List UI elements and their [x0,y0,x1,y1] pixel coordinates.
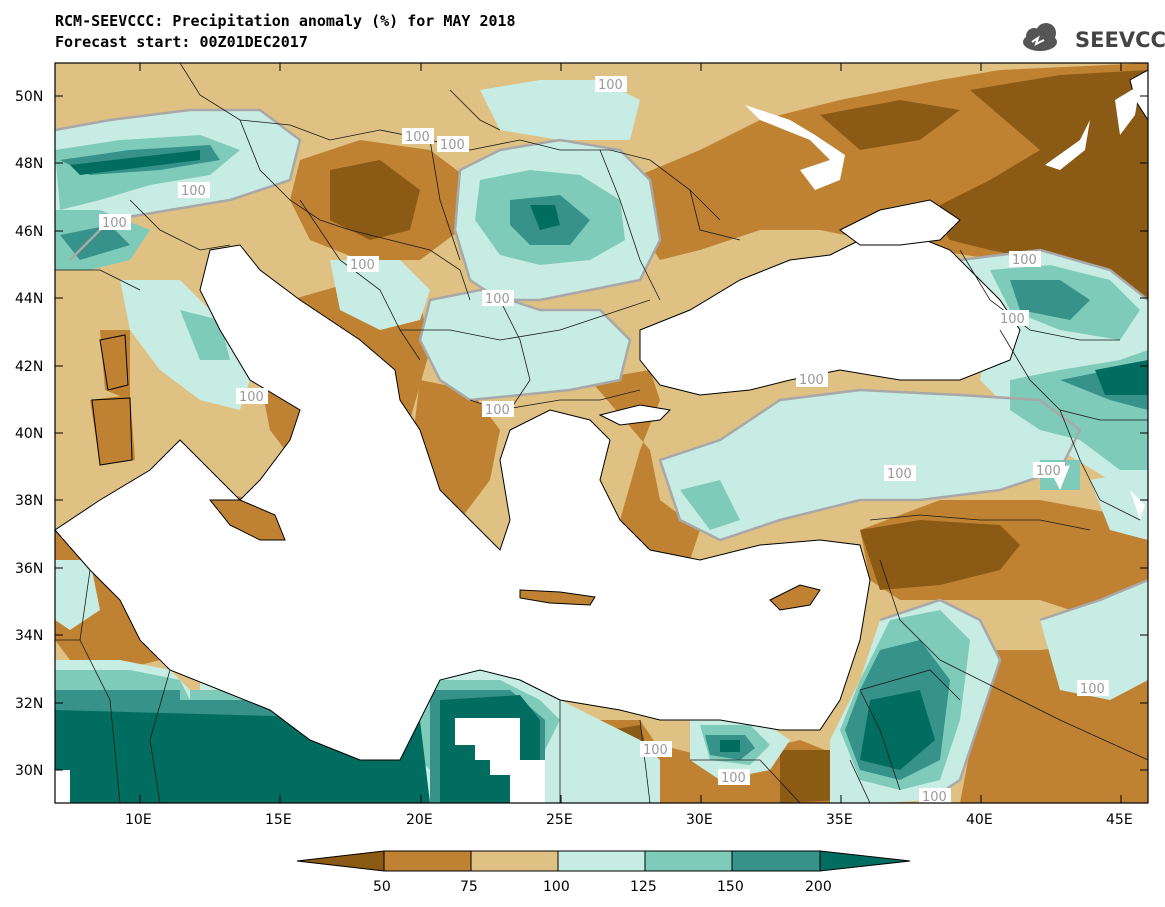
latitude-axis [55,95,1148,771]
cloud-logo-icon [1023,23,1057,51]
lat-label: 32N [15,696,43,712]
lat-label: 34N [15,628,43,644]
colorbar-label: 50 [373,879,391,895]
svg-text:100: 100 [1080,682,1105,697]
contour-label: 100 [178,182,210,199]
svg-text:100: 100 [887,467,912,482]
lat-label: 38N [15,493,43,509]
lat-label: 40N [15,426,43,442]
lat-label: 50N [15,89,43,105]
colorbar-segment [296,850,385,872]
colorbar [296,850,911,872]
svg-text:100: 100 [922,790,947,805]
longitude-labels: 10E 15E 20E 25E 30E 35E 40E 45E [125,812,1133,828]
svg-text:100: 100 [405,130,430,145]
contour-label: 100 [595,76,627,93]
lon-label: 10E [125,812,152,828]
svg-text:100: 100 [1036,464,1061,479]
colorbar-label: 125 [630,879,657,895]
colorbar-segment [731,850,821,872]
lat-label: 44N [15,291,43,307]
contour-label: 100 [347,256,379,273]
contour-label: 100 [1033,462,1065,479]
contour-label: 100 [482,290,514,307]
colorbar-segment [383,850,472,872]
colorbar-label: 75 [460,879,478,895]
map-title: RCM-SEEVCCC: Precipitation anomaly (%) f… [55,12,516,30]
contour-label: 100 [236,388,268,405]
contour-label: 100 [1009,251,1041,268]
longitude-axis [139,63,1122,803]
svg-text:100: 100 [1000,312,1025,327]
sea-areas [55,69,1148,761]
lon-label: 20E [406,812,433,828]
anomaly-field: 100 100 100 100 100 100 100 100 100 100 … [55,63,1148,805]
contour-label: 100 [718,769,750,786]
svg-text:100: 100 [350,258,375,273]
svg-text:100: 100 [643,743,668,758]
contour-labels: 100 100 100 100 100 100 100 100 100 100 … [99,76,1109,805]
lon-label: 30E [686,812,713,828]
svg-text:100: 100 [239,390,264,405]
forecast-start-subtitle: Forecast start: 00Z01DEC2017 [55,33,308,51]
colorbar-label: 100 [543,879,570,895]
contour-label: 100 [884,465,916,482]
svg-text:100: 100 [1012,253,1037,268]
lat-label: 36N [15,561,43,577]
country-borders [55,63,1148,803]
contour-label: 100 [402,128,434,145]
colorbar-segment [819,850,911,872]
svg-text:100: 100 [485,403,510,418]
svg-text:100: 100 [598,78,623,93]
contour-label: 100 [997,310,1029,327]
lat-label: 42N [15,359,43,375]
svg-text:100: 100 [485,292,510,307]
contour-lines-100 [55,108,1148,802]
contour-label: 100 [796,371,828,388]
lon-label: 35E [826,812,853,828]
lat-label: 48N [15,156,43,172]
colorbar-label: 200 [805,879,832,895]
svg-text:100: 100 [799,373,824,388]
svg-text:100: 100 [181,184,206,199]
lat-label: 30N [15,763,43,779]
contour-label: 100 [99,214,131,231]
contour-label: 100 [482,401,514,418]
contour-label: 100 [640,741,672,758]
colorbar-segment [470,850,559,872]
lat-label: 46N [15,224,43,240]
islands [91,334,821,611]
colorbar-segment [557,850,646,872]
svg-text:100: 100 [440,138,465,153]
contour-label: 100 [919,788,951,805]
lon-label: 25E [546,812,573,828]
colorbar-label: 150 [717,879,744,895]
colorbar-labels: 50 75 100 125 150 200 [373,879,832,895]
dark-brown-anomaly-regions [330,70,1148,803]
lon-label: 15E [265,812,292,828]
lon-label: 45E [1106,812,1133,828]
lon-label: 40E [966,812,993,828]
logo-text: SEEVCCC [1075,28,1165,52]
contour-label: 100 [437,136,469,153]
contour-label: 100 [1077,680,1109,697]
colorbar-segment [644,850,733,872]
latitude-labels: 50N 48N 46N 44N 42N 40N 38N 36N 34N 32N … [15,89,43,779]
svg-text:100: 100 [721,771,746,786]
svg-text:100: 100 [102,216,127,231]
